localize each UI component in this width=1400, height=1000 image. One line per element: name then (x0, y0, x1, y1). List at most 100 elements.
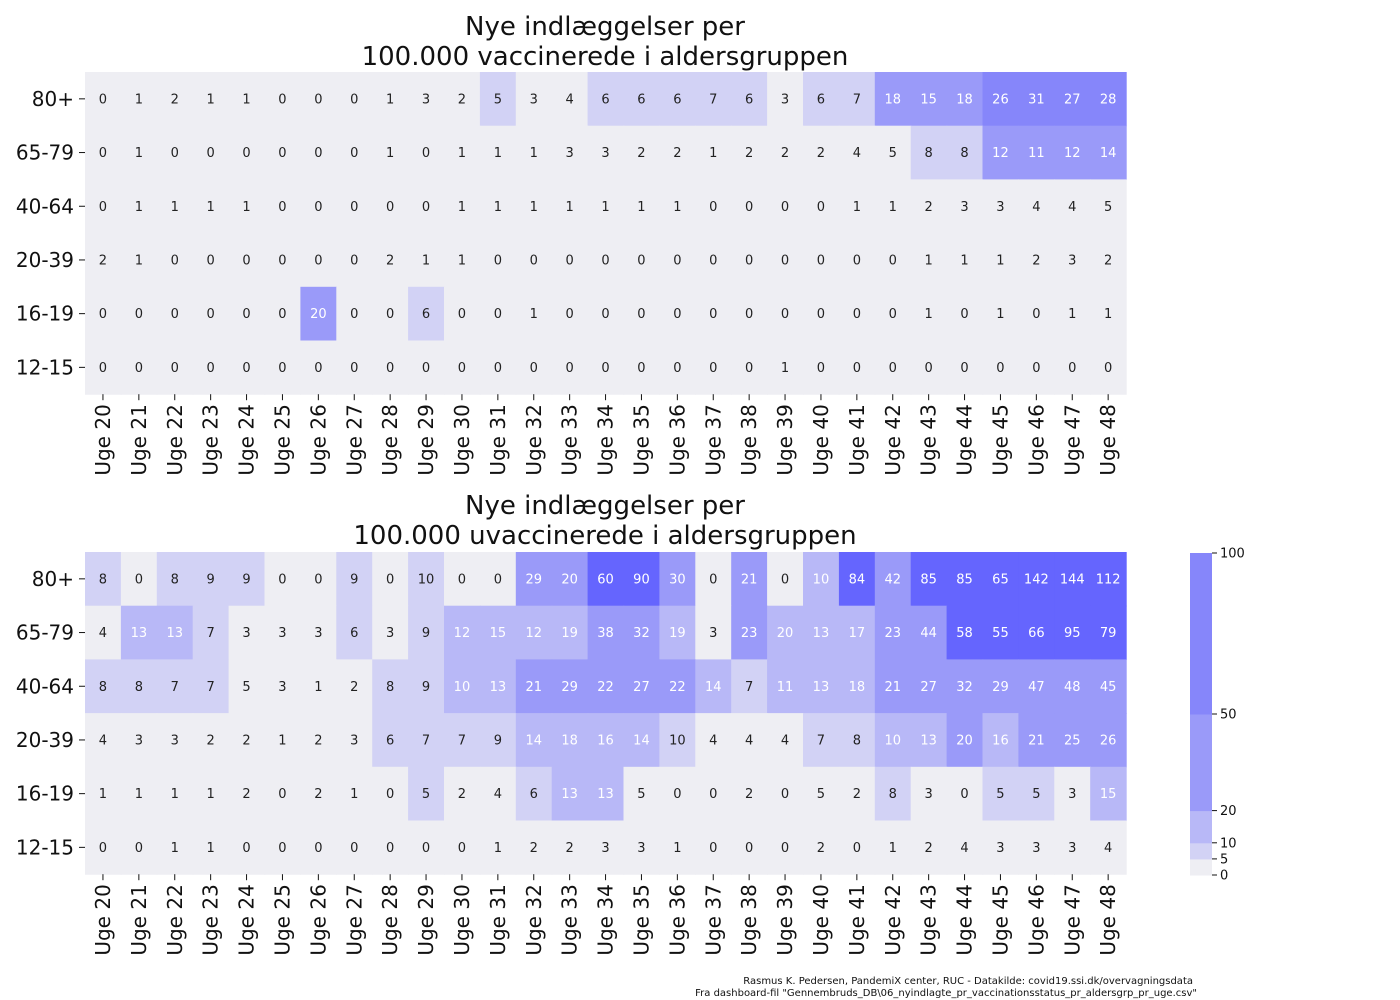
column-label: Uge 21 (127, 404, 151, 475)
column-label: Uge 30 (450, 404, 474, 475)
heatmap-cell (1018, 125, 1055, 180)
colorbar-segment (1190, 714, 1212, 812)
heatmap-cell (767, 820, 804, 875)
heatmap-cell (336, 820, 373, 875)
heatmap-cell (910, 659, 948, 714)
cell-value-label: 0 (673, 787, 681, 802)
heatmap-cell (515, 820, 553, 875)
heatmap-cell (1090, 179, 1127, 234)
cell-value-label: 0 (207, 146, 215, 161)
heatmap-cell (551, 125, 589, 180)
cell-value-label: 0 (853, 307, 861, 322)
heatmap-cell (587, 605, 625, 660)
heatmap-cell (659, 713, 696, 768)
cell-value-label: 3 (709, 626, 717, 641)
cell-value-label: 0 (458, 572, 466, 587)
heatmap-cell (120, 125, 158, 180)
heatmap-cell (228, 286, 266, 342)
column-label: Uge 34 (594, 884, 618, 955)
column-label: Uge 42 (881, 884, 905, 955)
heatmap-cell (659, 72, 696, 127)
cell-value-label: 0 (314, 361, 322, 376)
column-label: Uge 22 (163, 884, 187, 955)
cell-value-label: 0 (386, 200, 394, 215)
cell-value-label: 0 (745, 253, 753, 268)
heatmap-cell (156, 179, 194, 234)
unvaccinated-heatmap: Nye indlæggelser per 100.000 uvaccinered… (16, 491, 1127, 956)
cell-value-label: 0 (709, 841, 717, 856)
heatmap-cell (695, 605, 732, 660)
cell-value-label: 0 (99, 307, 107, 322)
cell-value-label: 1 (494, 841, 502, 856)
colorbar: 0 510 20 50 100 (1190, 547, 1245, 884)
heatmap-cell (372, 659, 409, 714)
cell-value-label: 0 (494, 253, 502, 268)
cell-value-label: 4 (99, 626, 107, 641)
cell-value-label: 5 (494, 92, 502, 107)
heatmap-cell (120, 659, 158, 714)
heatmap-cell (1018, 340, 1055, 395)
heatmap-cell (659, 340, 696, 395)
heatmap-cell (910, 125, 948, 180)
heatmap-cell (1054, 72, 1091, 127)
cell-value-label: 8 (386, 680, 394, 695)
heatmap-cell (1090, 659, 1127, 714)
heatmap-cell (767, 659, 804, 714)
cell-value-label: 3 (242, 626, 250, 641)
heatmap-cell (264, 552, 301, 607)
heatmap-cell (408, 552, 445, 607)
heatmap-cell (192, 552, 230, 607)
heatmap-cell (300, 820, 337, 875)
cell-value-label: 12 (992, 146, 1009, 161)
cell-value-label: 23 (741, 626, 758, 641)
heatmap-cell (803, 286, 840, 342)
cell-value-label: 1 (458, 200, 466, 215)
heatmap-cell (372, 179, 409, 234)
heatmap-cell (731, 340, 768, 395)
cell-value-label: 26 (1100, 733, 1117, 748)
cell-value-label: 17 (849, 626, 866, 641)
cell-value-label: 1 (171, 841, 179, 856)
colorbar-segment (1190, 553, 1212, 715)
heatmap-cell (300, 72, 337, 127)
cell-value-label: 142 (1024, 572, 1049, 587)
heatmap-cell (946, 659, 984, 714)
cell-value-label: 11 (1028, 146, 1045, 161)
cell-value-label: 7 (458, 733, 466, 748)
cell-value-label: 10 (813, 572, 830, 587)
heatmap-cell (300, 233, 337, 288)
heatmap-cell (838, 340, 876, 395)
column-label: Uge 39 (773, 884, 797, 955)
cell-value-label: 7 (817, 733, 825, 748)
heatmap-cell (1054, 605, 1091, 660)
heatmap-cell (659, 233, 696, 288)
cell-value-label: 0 (745, 841, 753, 856)
heatmap-cell (551, 233, 589, 288)
heatmap-cell (695, 552, 732, 607)
cell-value-label: 29 (525, 572, 542, 587)
heatmap-cell (479, 552, 517, 607)
heatmap-cell (228, 820, 266, 875)
heatmap-cell (156, 125, 194, 180)
heatmap-cell (479, 125, 517, 180)
cell-value-label: 0 (996, 361, 1004, 376)
column-label: Uge 47 (1060, 404, 1084, 475)
cell-value-label: 2 (1032, 253, 1040, 268)
heatmap-cell (1090, 605, 1127, 660)
heatmap-cell (300, 552, 337, 607)
heatmap-cell (336, 179, 373, 234)
cell-value-label: 1 (530, 307, 538, 322)
heatmap-cell (982, 713, 1019, 768)
heatmap-cell (910, 605, 948, 660)
cell-value-label: 0 (422, 841, 430, 856)
cell-value-label: 0 (99, 841, 107, 856)
cell-value-label: 7 (171, 680, 179, 695)
heatmap-cell (300, 125, 337, 180)
heatmap-cell (515, 125, 553, 180)
heatmap-cell (1090, 766, 1127, 822)
heatmap-cell (372, 72, 409, 127)
cell-value-label: 19 (561, 626, 578, 641)
heatmap-cell (623, 820, 660, 875)
heatmap-cells: 0 1 2 1 1 0 0 0 1 3 2 5 3 4 6 6 6 7 6 3 6 7 18 15 18 26 31 27 280 1 0 0… (85, 72, 1127, 395)
heatmap-cell (623, 605, 660, 660)
